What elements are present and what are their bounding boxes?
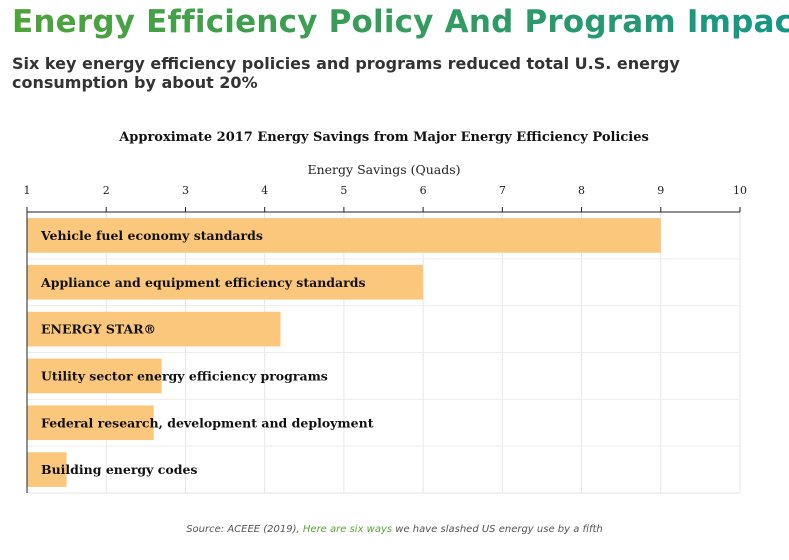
x-axis-label: Energy Savings (Quads) bbox=[307, 162, 460, 177]
source-suffix: we have slashed US energy use by a fifth bbox=[392, 524, 603, 535]
grid-lines bbox=[27, 212, 741, 494]
bar bbox=[27, 405, 154, 441]
source-link[interactable]: Here are six ways bbox=[302, 524, 393, 535]
x-tick-label: 5 bbox=[340, 184, 347, 197]
bar bbox=[27, 452, 67, 487]
source-note: Source: ACEEE (2019), Here are six ways … bbox=[0, 524, 789, 535]
x-tick-label: 10 bbox=[733, 184, 747, 197]
bar-label: Federal research, development and deploy… bbox=[41, 415, 374, 430]
page-title: Energy Efficiency Policy And Program Imp… bbox=[12, 4, 789, 40]
source-prefix: Source: ACEEE (2019), bbox=[186, 524, 303, 535]
bar bbox=[27, 218, 661, 253]
bar bbox=[27, 264, 424, 300]
bar-label: Utility sector energy efficiency program… bbox=[41, 368, 328, 383]
x-tick-label: 3 bbox=[182, 184, 189, 197]
bar bbox=[27, 358, 162, 394]
page-subtitle: Six key energy efficiency policies and p… bbox=[12, 54, 680, 92]
x-tick-label: 6 bbox=[420, 184, 427, 197]
bar-label: Vehicle fuel economy standards bbox=[40, 228, 263, 243]
bar-label: Appliance and equipment efficiency stand… bbox=[40, 275, 366, 290]
x-tick-label: 2 bbox=[103, 184, 110, 197]
x-tick-label: 4 bbox=[261, 184, 268, 197]
x-axis: 1 2 3 4 5 6 7 8 9 10 bbox=[24, 184, 747, 493]
bar bbox=[27, 311, 281, 347]
energy-savings-chart: Approximate 2017 Energy Savings from Maj… bbox=[24, 130, 747, 494]
x-tick-label: 1 bbox=[24, 184, 31, 197]
x-tick-label: 8 bbox=[578, 184, 585, 197]
x-tick-label: 7 bbox=[499, 184, 506, 197]
bars: Vehicle fuel economy standards Appliance … bbox=[27, 218, 661, 487]
x-tick-label: 9 bbox=[657, 184, 664, 197]
bar-label: Building energy codes bbox=[41, 462, 197, 477]
bar-label: ENERGY STAR® bbox=[41, 322, 156, 337]
chart-title: Approximate 2017 Energy Savings from Maj… bbox=[118, 130, 649, 145]
